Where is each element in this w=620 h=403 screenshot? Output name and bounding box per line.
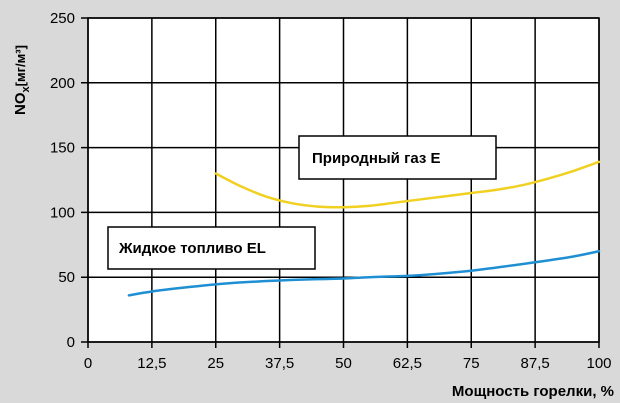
x-tick-label: 100 [586,355,611,372]
y-axis-title-main: NO [12,92,29,115]
series-lines [127,160,601,297]
tick-labels: 0 12,5 25 37,5 50 62,5 75 87,5 100 0 50 100 150 200 25… [50,10,612,372]
x-tick-label: 37,5 [265,355,294,372]
series-line-gas [214,160,601,209]
x-tick-label: 25 [207,355,224,372]
x-tick-label: 50 [335,355,352,372]
gas-label-box [298,135,497,180]
x-tick-label: 87,5 [521,355,550,372]
y-tick-label: 100 [50,204,75,221]
x-tick-label: 12,5 [137,355,166,372]
gas-series-label: Природный газ E [298,135,497,180]
y-tick-label: 50 [58,269,75,286]
x-tick-label: 62,5 [393,355,422,372]
x-tick-label: 75 [463,355,480,372]
oil-label-box [107,226,316,270]
y-tick-label: 0 [67,334,75,351]
x-axis-title: Мощность горелки, % [452,383,614,400]
y-tick-label: 250 [50,10,75,27]
y-axis-title-unit: [мг/м³] [13,45,28,86]
oil-series-label: Жидкое топливо EL [107,226,316,270]
series-line-oil [127,250,601,297]
y-tick-label: 200 [50,75,75,92]
y-axis-title: NOx[мг/м³] [12,45,32,115]
y-axis-title-sub: x [20,85,32,92]
oil-label-text: Жидкое топливо EL [118,240,266,257]
y-tick-label: 150 [50,140,75,157]
plot-frame [87,17,600,343]
gas-label-text: Природный газ E [312,150,440,167]
x-tick-label: 0 [84,355,92,372]
